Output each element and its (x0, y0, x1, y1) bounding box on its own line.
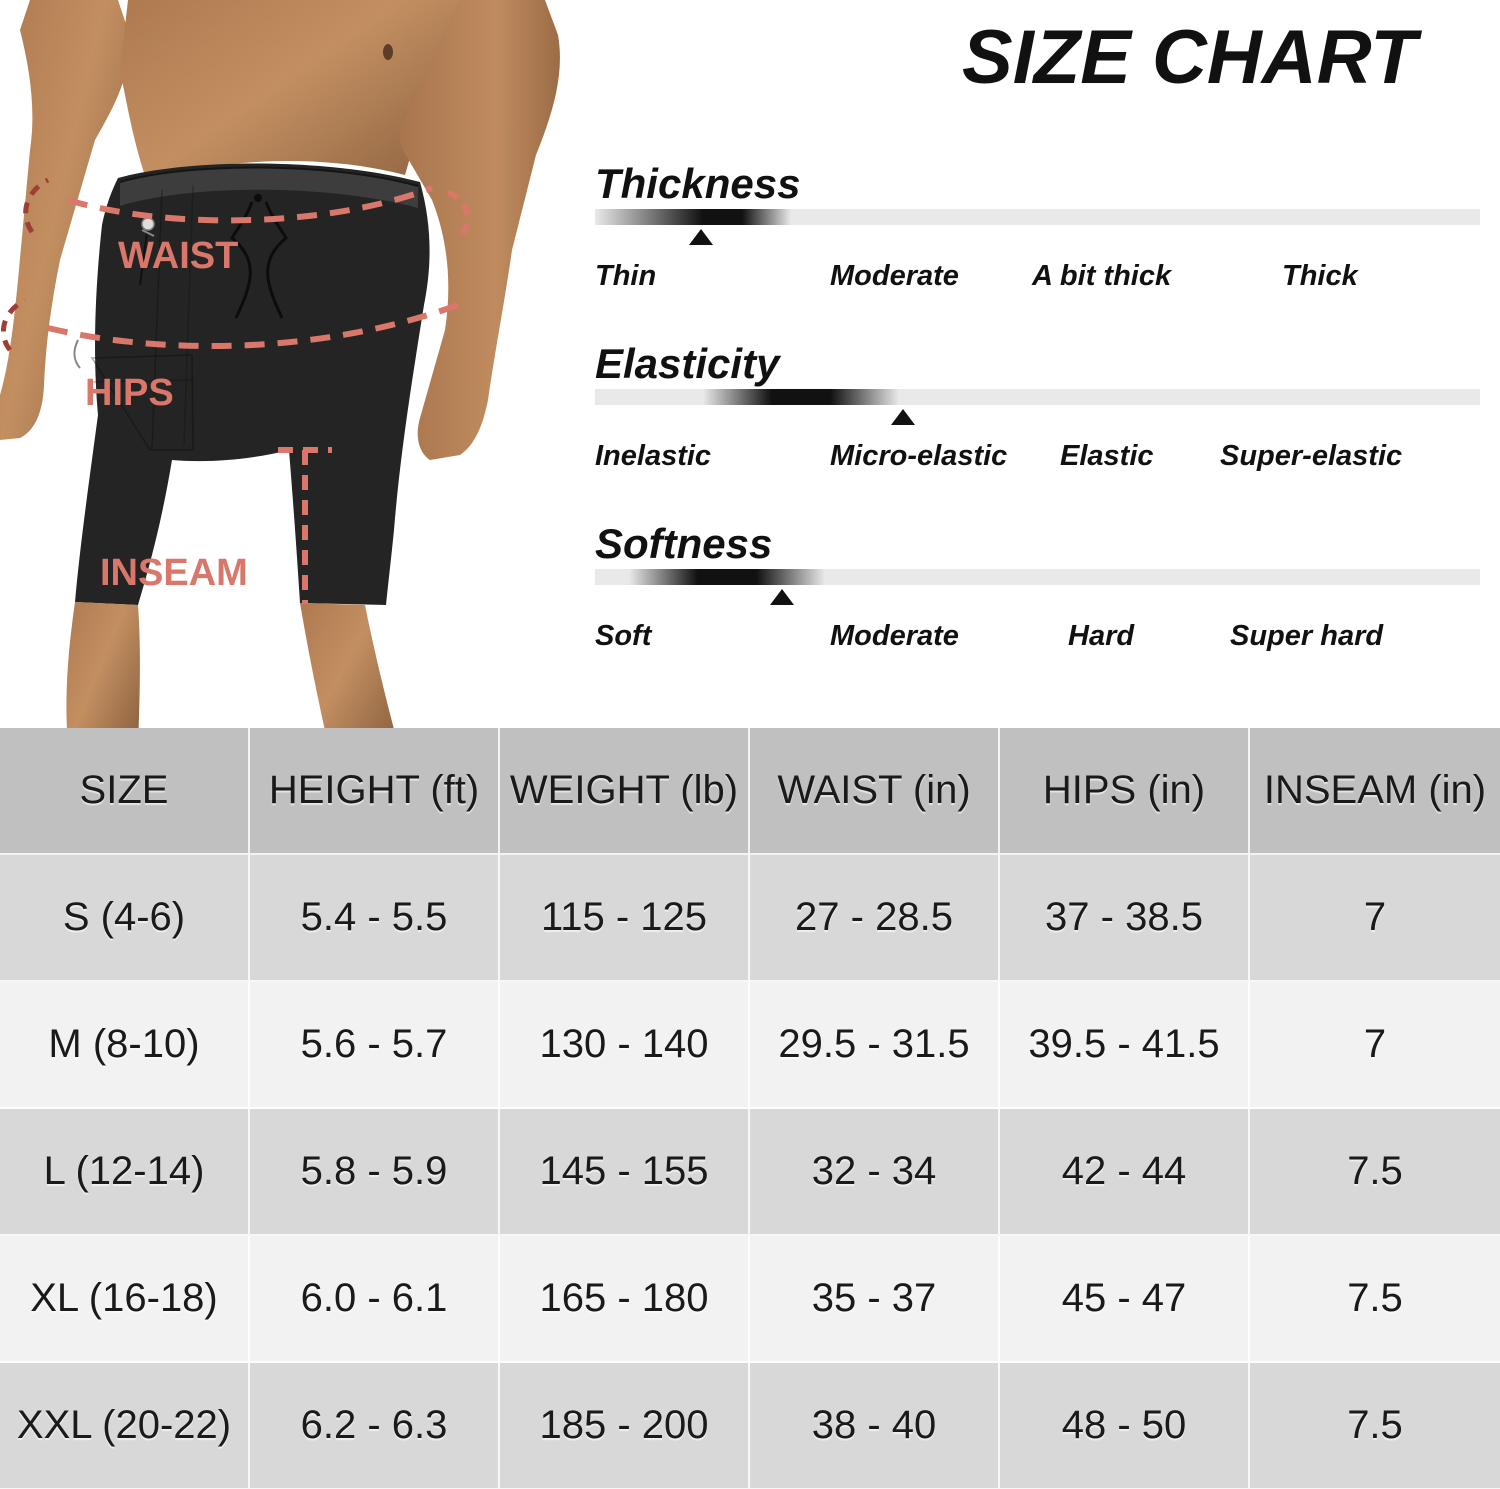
svg-text:INSEAM: INSEAM (100, 552, 248, 594)
svg-text:WAIST: WAIST (118, 235, 238, 277)
svg-text:HIPS: HIPS (85, 372, 174, 414)
